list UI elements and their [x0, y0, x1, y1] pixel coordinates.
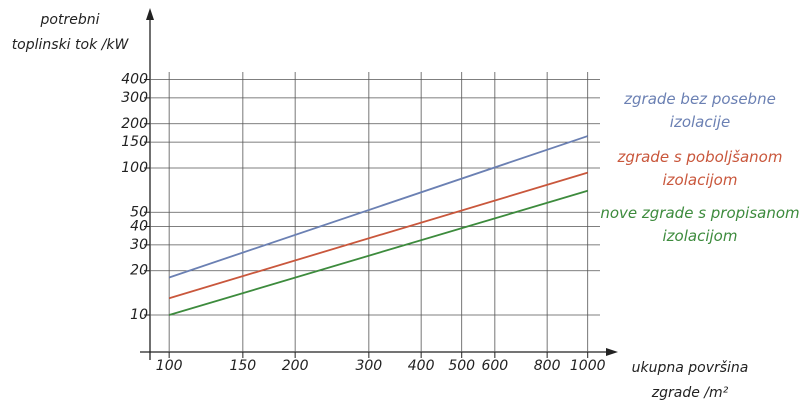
y-tick-label: 150	[121, 134, 148, 150]
x-tick-label: 150	[229, 358, 256, 374]
x-tick-label: 100	[156, 358, 183, 374]
y-tick-label: 10	[130, 307, 148, 323]
x-tick-label: 1000	[570, 358, 606, 374]
legend-entry: nove zgrade s propisanom izolacijom	[600, 204, 800, 245]
y-tick-label: 30	[130, 237, 148, 253]
y-tick-label: 40	[130, 218, 148, 234]
x-tick-label: 200	[282, 358, 309, 374]
x-tick-label: 500	[448, 358, 475, 374]
x-title: ukupna površina	[632, 360, 749, 376]
y-title: toplinski tok /kW	[12, 37, 130, 53]
x-arrow	[606, 348, 618, 356]
x-tick-label: 600	[481, 358, 508, 374]
x-tick-label: 300	[355, 358, 382, 374]
y-tick-label: 300	[121, 90, 148, 106]
y-arrow	[146, 8, 154, 20]
y-title: potrebni	[40, 12, 100, 28]
x-title: zgrade /m²	[651, 385, 729, 401]
y-tick-label: 20	[130, 263, 148, 279]
y-tick-label: 400	[121, 72, 148, 88]
y-tick-label: 100	[121, 160, 148, 176]
series-line	[168, 189, 588, 316]
y-tick-label: 50	[130, 204, 148, 220]
legend-entry: zgrade s poboljšanom izolacijom	[617, 148, 783, 189]
legend-entry: zgrade bez posebne izolacije	[624, 90, 776, 131]
x-tick-label: 400	[408, 358, 435, 374]
series-line	[168, 171, 588, 300]
y-tick-label: 200	[121, 116, 148, 132]
series-line	[168, 135, 588, 279]
x-tick-label: 800	[534, 358, 561, 374]
